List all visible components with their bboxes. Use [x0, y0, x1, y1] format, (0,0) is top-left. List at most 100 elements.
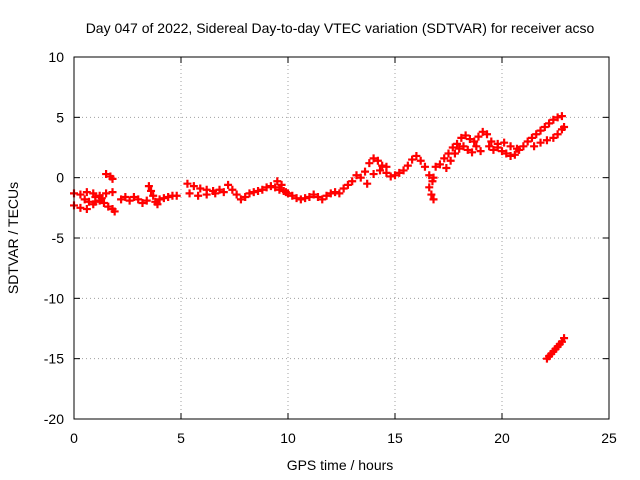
data-point [164, 192, 173, 201]
data-point [399, 166, 408, 175]
data-point [326, 189, 335, 198]
data-point [395, 168, 404, 177]
y-tick-label: -5 [52, 230, 65, 246]
data-point [519, 142, 528, 151]
data-point [542, 136, 551, 145]
data-point [108, 188, 117, 197]
data-point [76, 203, 85, 212]
data-point [292, 194, 301, 203]
data-point [348, 177, 357, 186]
data-point [487, 137, 496, 146]
data-point [202, 190, 211, 199]
y-tick-label: -15 [44, 351, 64, 367]
data-point [485, 142, 494, 151]
data-point [391, 171, 399, 180]
data-point [258, 185, 267, 194]
data-point [84, 197, 93, 206]
axis-ticks: 0 5 10 15 20 25 -20 -15 -10 -5 0 5 10 [44, 49, 617, 446]
data-point [185, 189, 194, 198]
data-point [129, 192, 138, 201]
data-point [386, 172, 395, 181]
data-point [373, 156, 382, 165]
data-point [536, 126, 545, 135]
data-point [459, 142, 468, 151]
data-point [435, 160, 444, 169]
data-point [254, 186, 263, 195]
data-point [463, 145, 472, 154]
data-point [478, 127, 487, 136]
data-point [549, 115, 558, 124]
data-point [91, 192, 100, 201]
data-point [102, 189, 111, 198]
data-point [273, 177, 282, 186]
data-point [108, 174, 117, 183]
data-point [99, 199, 108, 208]
data-point [557, 112, 566, 121]
data-point [219, 188, 228, 197]
data-point [121, 192, 130, 201]
data-point [378, 161, 387, 170]
data-point [305, 192, 314, 201]
data-point [296, 195, 305, 204]
data-point [356, 173, 365, 182]
data-point [500, 138, 509, 147]
y-tick-label: -20 [44, 411, 64, 427]
data-point [153, 200, 162, 209]
data-point [425, 171, 434, 180]
data-point [266, 182, 275, 191]
gridlines [74, 57, 609, 419]
data-point [147, 186, 156, 195]
data-point [361, 167, 370, 176]
data-point [474, 132, 483, 141]
data-point [335, 189, 344, 198]
data-point [420, 162, 429, 171]
x-tick-label: 5 [177, 430, 185, 446]
data-point [104, 202, 113, 211]
data-point [331, 188, 340, 197]
x-tick-label: 10 [280, 430, 296, 446]
data-point [416, 156, 425, 165]
data-point [80, 195, 89, 204]
data-point [82, 205, 91, 214]
data-point [553, 130, 562, 139]
data-point [431, 162, 440, 171]
data-point [301, 194, 310, 203]
data-point [102, 170, 111, 179]
data-point [523, 137, 532, 146]
data-point [540, 122, 549, 131]
data-point [97, 194, 106, 203]
data-point [309, 190, 318, 199]
data-point [560, 334, 569, 343]
data-point [194, 191, 203, 200]
data-point [455, 144, 464, 153]
data-point [134, 195, 143, 204]
data-point [536, 138, 545, 147]
data-point [493, 139, 502, 148]
data-point [553, 113, 562, 122]
data-point [440, 154, 449, 163]
data-point [149, 191, 158, 200]
data-point [241, 192, 250, 201]
data-point [545, 119, 554, 128]
y-tick-label: 10 [48, 49, 64, 65]
data-point [457, 133, 466, 142]
data-point [236, 195, 245, 204]
data-point [428, 177, 437, 186]
data-point [189, 182, 198, 191]
data-point [425, 183, 434, 192]
series-sdtvar [70, 112, 569, 363]
data-point [172, 191, 181, 200]
data-point [369, 170, 378, 179]
data-point [271, 183, 280, 192]
data-point [313, 192, 322, 201]
data-point [468, 148, 477, 157]
data-point [318, 195, 327, 204]
data-point [453, 139, 462, 148]
y-tick-label: -10 [44, 290, 64, 306]
data-point [215, 185, 224, 194]
data-points [70, 112, 569, 363]
data-point [461, 131, 470, 140]
x-tick-label: 25 [601, 430, 617, 446]
data-point [322, 191, 331, 200]
